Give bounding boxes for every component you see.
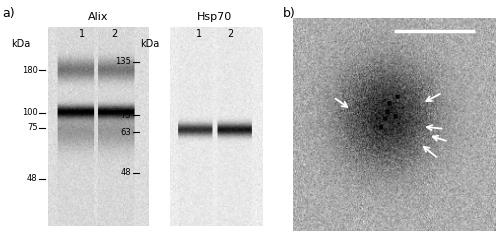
Text: 1: 1 (80, 29, 86, 39)
Text: 48: 48 (27, 174, 38, 183)
Text: 1: 1 (196, 29, 202, 39)
Text: 2: 2 (227, 29, 233, 39)
Text: Hsp70: Hsp70 (198, 12, 232, 22)
Text: 75: 75 (27, 123, 38, 132)
Text: kDa: kDa (140, 39, 159, 49)
Text: b): b) (282, 7, 295, 20)
Text: a): a) (2, 7, 15, 20)
Text: 75: 75 (120, 111, 131, 120)
Text: 100: 100 (22, 108, 38, 118)
Text: 135: 135 (115, 57, 131, 67)
Text: 48: 48 (120, 168, 131, 177)
Text: kDa: kDa (11, 39, 30, 49)
Text: 2: 2 (111, 29, 117, 39)
Text: 63: 63 (120, 128, 131, 137)
Text: 180: 180 (22, 66, 38, 75)
Text: Alix: Alix (88, 12, 108, 22)
